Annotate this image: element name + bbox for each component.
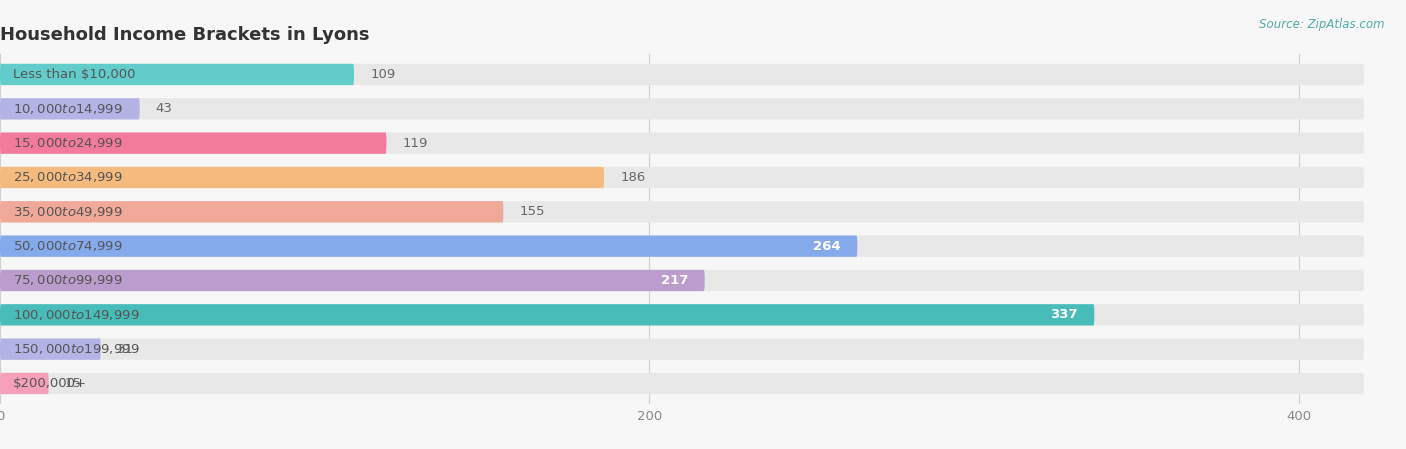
FancyBboxPatch shape xyxy=(0,270,1364,291)
FancyBboxPatch shape xyxy=(0,201,1364,222)
Text: 264: 264 xyxy=(814,240,841,253)
FancyBboxPatch shape xyxy=(0,236,858,257)
Text: $100,000 to $149,999: $100,000 to $149,999 xyxy=(13,308,139,322)
Text: 43: 43 xyxy=(156,102,173,115)
Text: $25,000 to $34,999: $25,000 to $34,999 xyxy=(13,171,122,185)
FancyBboxPatch shape xyxy=(0,167,605,188)
FancyBboxPatch shape xyxy=(0,270,704,291)
FancyBboxPatch shape xyxy=(0,373,49,394)
Text: $35,000 to $49,999: $35,000 to $49,999 xyxy=(13,205,122,219)
Text: 109: 109 xyxy=(370,68,395,81)
FancyBboxPatch shape xyxy=(0,167,1364,188)
Text: Less than $10,000: Less than $10,000 xyxy=(13,68,135,81)
Text: $50,000 to $74,999: $50,000 to $74,999 xyxy=(13,239,122,253)
FancyBboxPatch shape xyxy=(0,339,101,360)
Text: 15: 15 xyxy=(65,377,82,390)
Text: $75,000 to $99,999: $75,000 to $99,999 xyxy=(13,273,122,287)
FancyBboxPatch shape xyxy=(0,304,1094,326)
Text: 337: 337 xyxy=(1050,308,1078,321)
FancyBboxPatch shape xyxy=(0,236,1364,257)
Text: 186: 186 xyxy=(620,171,645,184)
Text: $10,000 to $14,999: $10,000 to $14,999 xyxy=(13,102,122,116)
FancyBboxPatch shape xyxy=(0,98,1364,119)
FancyBboxPatch shape xyxy=(0,304,1364,326)
Text: $150,000 to $199,999: $150,000 to $199,999 xyxy=(13,342,139,356)
FancyBboxPatch shape xyxy=(0,64,354,85)
FancyBboxPatch shape xyxy=(0,339,1364,360)
Text: Source: ZipAtlas.com: Source: ZipAtlas.com xyxy=(1260,18,1385,31)
Text: Household Income Brackets in Lyons: Household Income Brackets in Lyons xyxy=(0,26,370,44)
Text: 155: 155 xyxy=(520,205,546,218)
Text: $15,000 to $24,999: $15,000 to $24,999 xyxy=(13,136,122,150)
FancyBboxPatch shape xyxy=(0,132,387,154)
FancyBboxPatch shape xyxy=(0,373,1364,394)
Text: 217: 217 xyxy=(661,274,689,287)
FancyBboxPatch shape xyxy=(0,64,1364,85)
Text: $200,000+: $200,000+ xyxy=(13,377,87,390)
FancyBboxPatch shape xyxy=(0,98,139,119)
FancyBboxPatch shape xyxy=(0,132,1364,154)
Text: 119: 119 xyxy=(402,136,427,150)
FancyBboxPatch shape xyxy=(0,201,503,222)
Text: 31: 31 xyxy=(117,343,134,356)
